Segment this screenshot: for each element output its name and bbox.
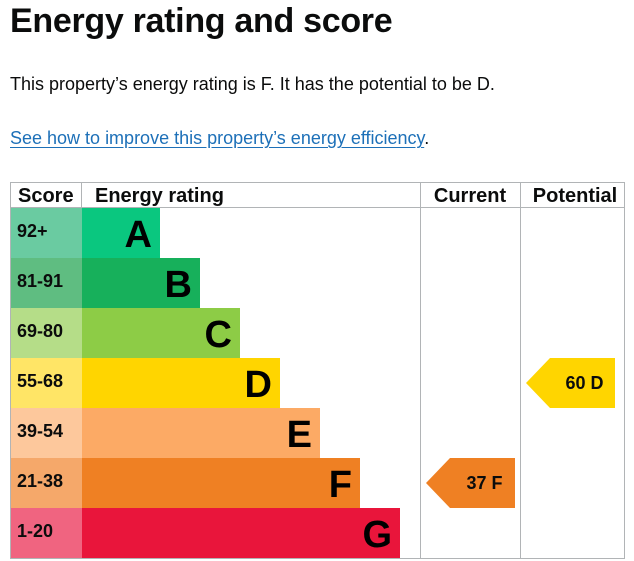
score-range-g: 1-20 xyxy=(17,521,53,541)
rating-bar-g xyxy=(82,508,400,558)
rating-letter-a: A xyxy=(125,214,152,256)
score-range-c: 69-80 xyxy=(17,321,63,341)
rating-bar-b xyxy=(82,258,200,308)
score-range-e: 39-54 xyxy=(17,421,63,441)
score-range-f: 21-38 xyxy=(17,471,63,491)
score-range-b: 81-91 xyxy=(17,271,63,291)
score-cell-d xyxy=(11,358,82,408)
score-cell-g xyxy=(11,508,82,558)
current-pointer xyxy=(426,458,515,508)
score-cell-f xyxy=(11,458,82,508)
rating-bar-e xyxy=(82,408,320,458)
score-cell-b xyxy=(11,258,82,308)
rating-letter-c: C xyxy=(205,314,232,356)
score-range-a: 92+ xyxy=(17,221,48,241)
rating-bar-c xyxy=(82,308,240,358)
page-title: Energy rating and score xyxy=(10,2,393,40)
rating-bar-a xyxy=(82,208,160,258)
rating-bar-f xyxy=(82,458,360,508)
potential-pointer xyxy=(526,358,615,408)
rating-bands: 92+ A 81-91 B 69-80 C 55-68 D 39-54 E 21-38 F 1-20 G xyxy=(11,208,400,558)
score-cell-a xyxy=(11,208,82,258)
score-header: Score xyxy=(18,185,74,207)
rating-letter-d: D xyxy=(245,364,272,406)
improve-paragraph: See how to improve this property’s energ… xyxy=(10,128,429,149)
score-range-d: 55-68 xyxy=(17,371,63,391)
rating-bar-d xyxy=(82,358,280,408)
improve-efficiency-link[interactable]: See how to improve this property’s energ… xyxy=(10,128,425,148)
current-rating-label: 37 F xyxy=(466,473,502,493)
current-header: Current xyxy=(434,185,507,207)
score-cell-c xyxy=(11,308,82,358)
potential-rating-label: 60 D xyxy=(565,373,603,393)
rating-letter-b: B xyxy=(165,264,192,306)
rating-pointers: 37 F 60 D xyxy=(426,358,615,508)
improve-link-suffix: . xyxy=(424,128,430,148)
chart-frame xyxy=(10,182,625,559)
potential-header: Potential xyxy=(533,185,617,207)
rating-letter-f: F xyxy=(329,464,352,506)
energy-rating-header: Energy rating xyxy=(95,185,224,207)
score-cell-e xyxy=(11,408,82,458)
rating-summary: This property’s energy rating is F. It h… xyxy=(10,74,495,94)
rating-letter-e: E xyxy=(287,414,312,456)
rating-letter-g: G xyxy=(362,514,392,556)
